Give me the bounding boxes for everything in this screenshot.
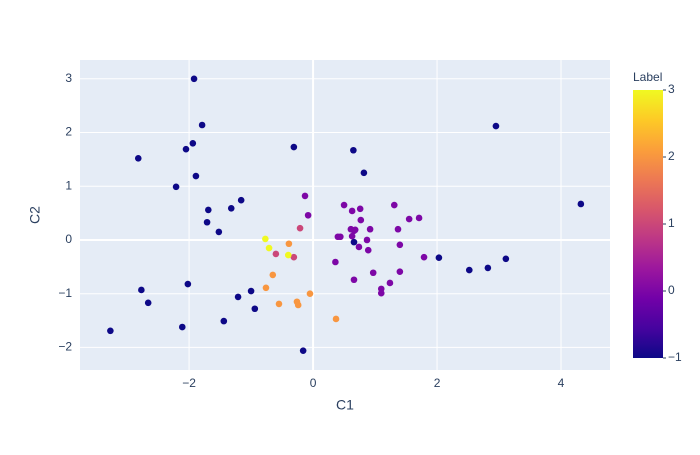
point — [237, 196, 245, 204]
point — [269, 271, 277, 279]
point — [262, 235, 269, 243]
y-tick-label: 0 — [65, 232, 72, 246]
point — [340, 201, 348, 209]
point — [484, 264, 492, 272]
point — [301, 192, 309, 200]
point — [190, 75, 198, 83]
point — [284, 251, 292, 259]
point — [351, 226, 359, 234]
point — [369, 269, 377, 277]
point — [363, 236, 371, 244]
y-axis-label: C2 — [27, 206, 43, 224]
point — [348, 232, 356, 240]
point — [296, 224, 304, 232]
point — [350, 276, 358, 284]
colorbar-tick-label: 3 — [668, 82, 675, 96]
x-tick-label: 2 — [434, 376, 441, 390]
point — [290, 143, 298, 151]
point — [350, 238, 358, 246]
point — [364, 246, 372, 254]
point — [350, 146, 357, 154]
point — [251, 305, 259, 313]
point — [234, 293, 242, 301]
point — [415, 214, 423, 222]
point — [144, 299, 152, 307]
point — [502, 255, 510, 263]
point — [272, 250, 280, 258]
point — [215, 228, 223, 236]
point — [227, 204, 235, 212]
point — [265, 244, 273, 252]
point — [306, 290, 314, 298]
y-tick-label: 1 — [65, 178, 72, 192]
plot-area — [80, 60, 610, 370]
x-tick-label: 0 — [310, 376, 317, 390]
point — [134, 155, 142, 162]
y-tick-label: −2 — [58, 340, 72, 354]
y-tick-label: 2 — [65, 125, 72, 139]
point — [355, 243, 363, 251]
point — [290, 253, 298, 261]
point — [107, 327, 114, 335]
point — [138, 286, 145, 294]
point — [435, 254, 443, 262]
point — [275, 300, 283, 308]
y-tick-label: −1 — [58, 286, 72, 300]
point — [203, 218, 211, 226]
point — [262, 284, 270, 292]
point — [334, 233, 342, 241]
point — [357, 216, 365, 224]
point — [420, 253, 428, 261]
point — [390, 201, 398, 209]
point — [356, 205, 364, 213]
point — [394, 225, 402, 233]
x-tick-label: 4 — [558, 376, 565, 390]
point — [492, 122, 500, 130]
point — [332, 258, 339, 266]
point — [198, 121, 206, 129]
point — [294, 301, 302, 309]
colorbar-tick-label: 2 — [668, 149, 675, 163]
point — [366, 225, 374, 233]
point — [182, 145, 190, 153]
point — [192, 172, 200, 180]
colorbar-tick-label: 0 — [668, 283, 675, 297]
y-tick-label: 3 — [65, 71, 72, 85]
point — [172, 183, 180, 191]
colorbar — [633, 90, 663, 358]
point — [377, 289, 385, 297]
point — [386, 279, 394, 287]
x-tick-label: −2 — [182, 376, 196, 390]
point — [348, 207, 356, 215]
point — [178, 323, 186, 331]
point — [189, 139, 197, 147]
point — [304, 211, 312, 219]
point — [184, 280, 192, 288]
point — [205, 206, 212, 214]
point — [577, 200, 585, 208]
point — [332, 315, 340, 323]
colorbar-tick-label: 1 — [668, 216, 675, 230]
point — [247, 287, 255, 295]
point — [405, 215, 413, 223]
point — [360, 169, 368, 177]
point — [285, 240, 293, 248]
colorbar-title: Label — [633, 70, 662, 84]
point — [465, 266, 473, 274]
colorbar-tick-label: −1 — [668, 350, 682, 364]
point — [396, 268, 404, 275]
point — [220, 317, 228, 325]
x-axis-label: C1 — [336, 397, 354, 413]
point — [396, 241, 404, 249]
point — [299, 347, 307, 354]
